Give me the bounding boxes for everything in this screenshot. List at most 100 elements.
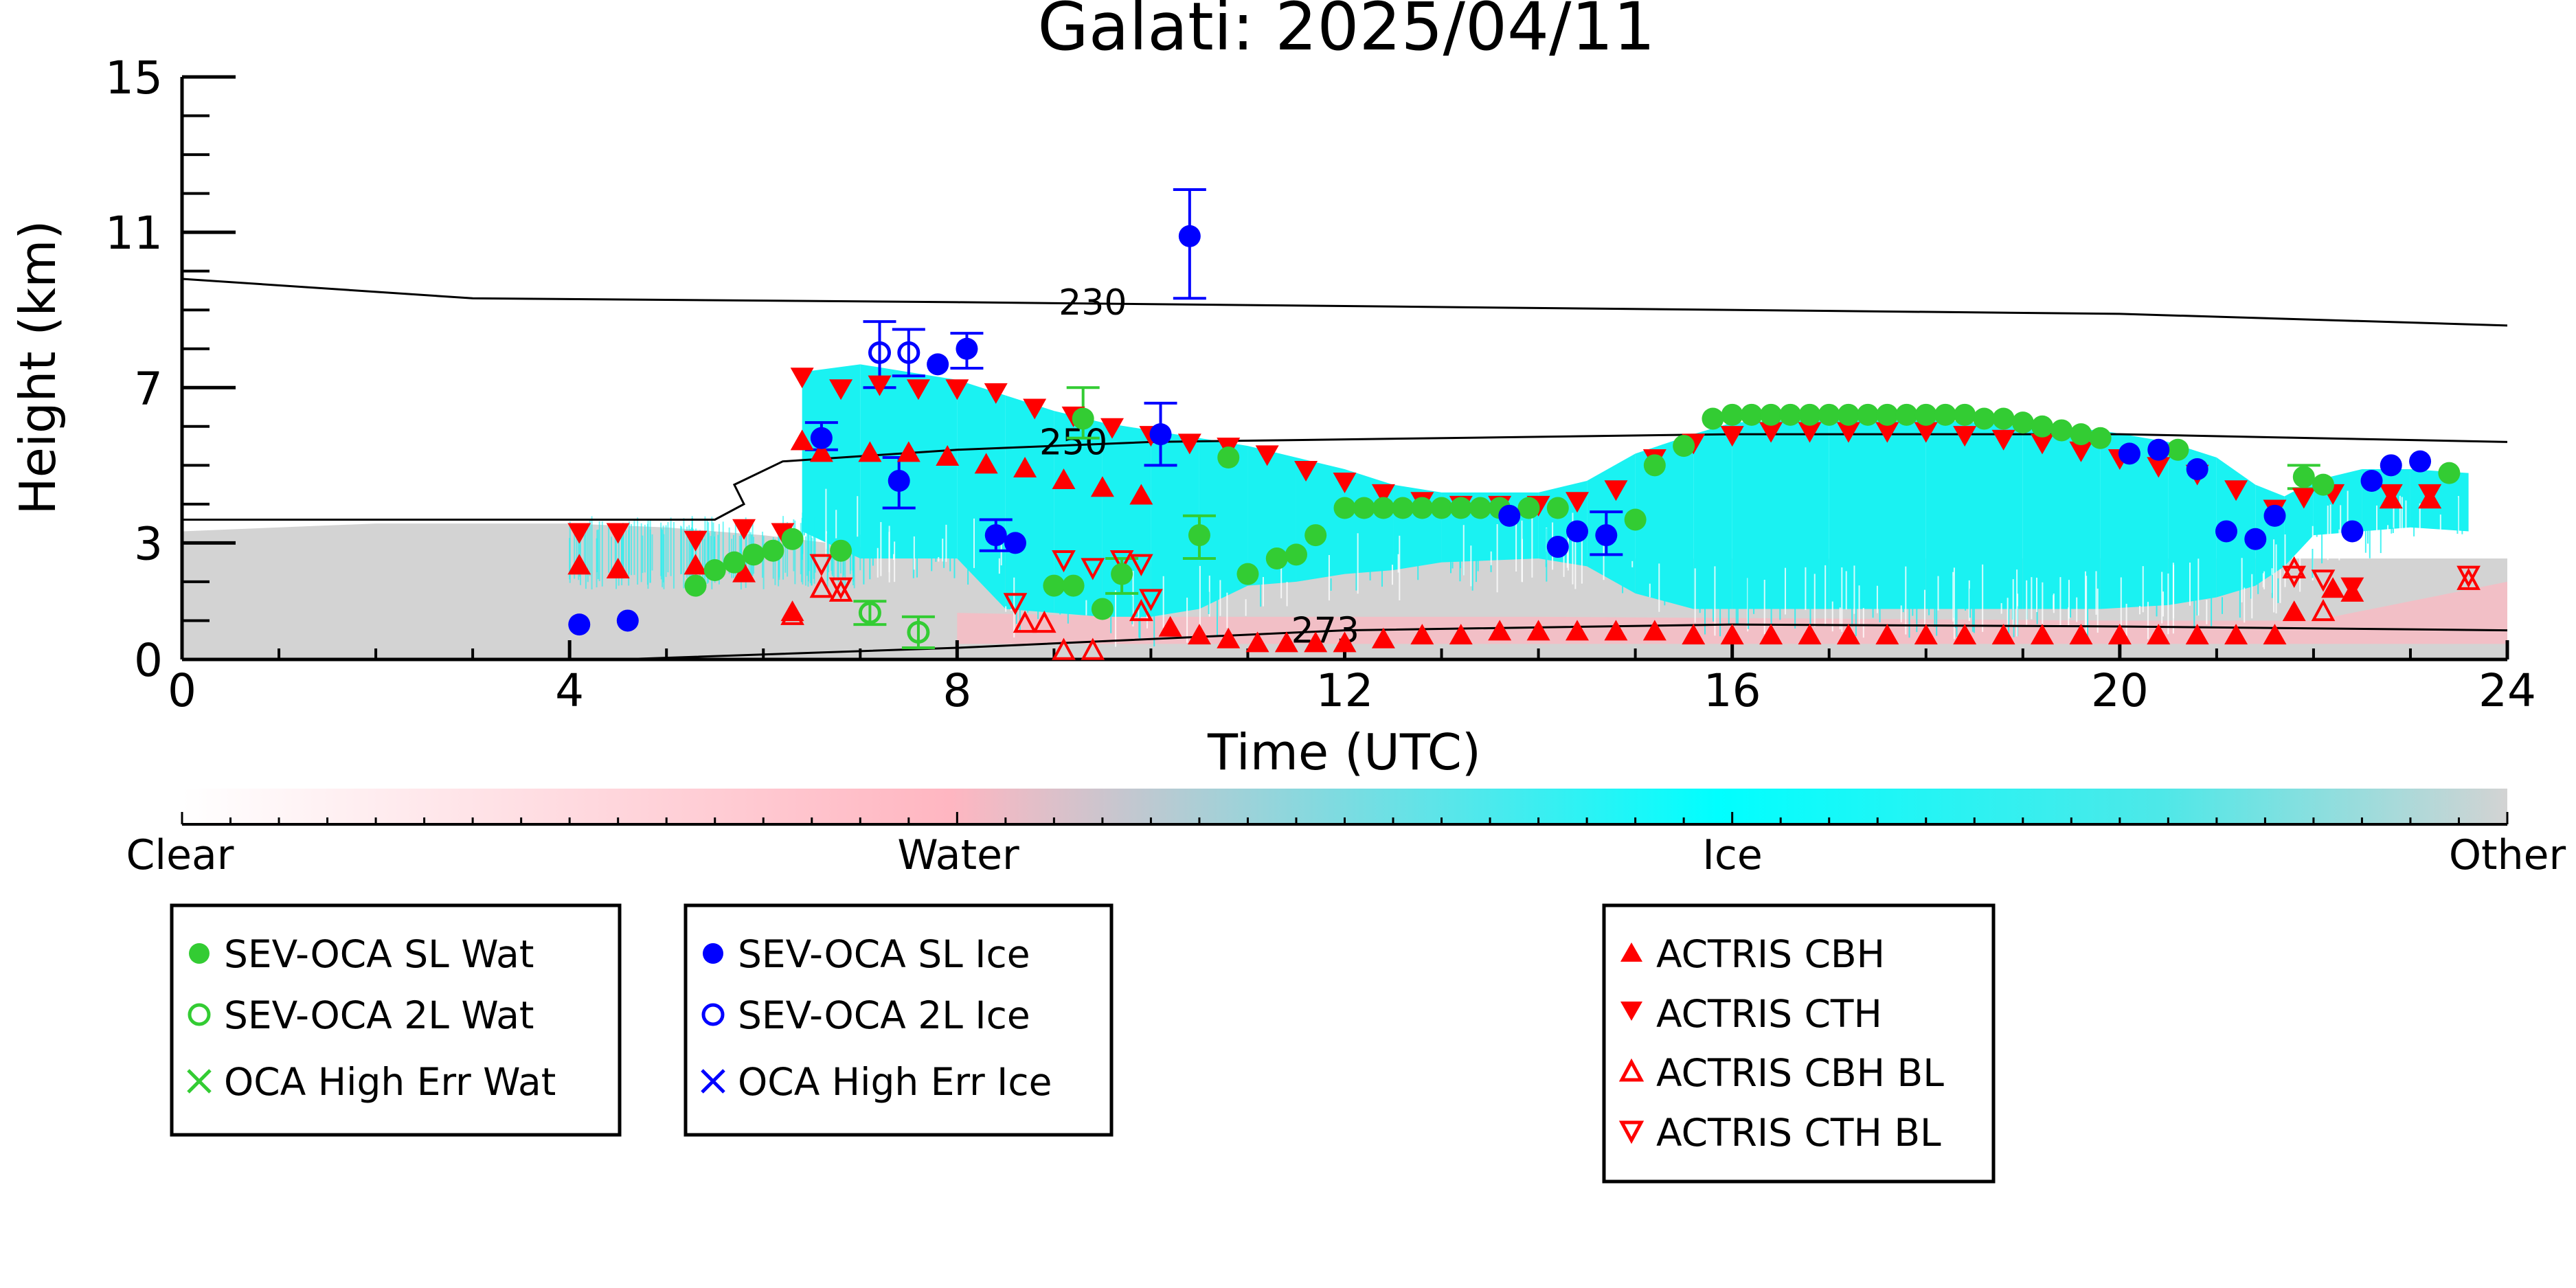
ice-cloud-segment [2100,430,2169,609]
chart-title: Galati: 2025/04/11 [1037,0,1655,65]
sev-oca-sl-wat-point [2438,462,2461,484]
actris-cth-point [1720,426,1744,447]
x-tick-label: 8 [942,664,971,717]
actris-cth-point [984,383,1008,404]
actris-cth-bl-point [1129,554,1153,576]
actris-cth-point [2069,441,2093,462]
legend-marker-higherr-wat [187,1069,212,1094]
sev-oca-sl-ice-point [956,337,978,360]
actris-cth-point [1875,422,1899,443]
colorbar-label-clear: Clear [126,831,234,879]
sev-oca-sl-ice-point [616,609,639,632]
sev-oca-sl-wat-point [1973,407,1996,430]
sev-oca-sl-ice-point [2186,457,2208,480]
sev-oca-sl-wat-point [1876,403,1899,426]
actris-cbh-point [1187,624,1211,645]
ice-cloud-segment [1829,418,1926,609]
actris-cbh-point [790,429,814,451]
y-tick-label: 3 [134,517,163,570]
ice-cloud-segment [1693,422,1732,609]
sev-oca-sl-wat-point [2011,411,2034,434]
legend-marker-cth [1620,1002,1642,1021]
actris-cth-point [1294,460,1318,482]
ice-cloud-segment [1925,418,2023,609]
sev-oca-sl-wat-point [1818,403,1840,426]
actris-cbh-point [1245,631,1269,653]
sev-oca-sl-wat-point [1857,403,1879,426]
sev-oca-sl-wat-point [1091,598,1114,620]
legend-label-cbh-bl: ACTRIS CBH BL [1656,1051,1944,1095]
actris-cbh-bl-point [1013,610,1037,633]
y-tick-label: 11 [105,207,163,260]
x-tick-label: 20 [2091,664,2149,717]
actris-cbh-point [1488,620,1512,641]
sev-oca-sl-wat-point [1760,403,1783,426]
sev-oca-2l-wat-point [907,620,930,644]
actris-cbh-point [1566,620,1589,641]
sev-oca-sl-wat-point [1392,497,1414,519]
ice-cloud-segment [1151,430,1199,617]
x-tick-label: 12 [1316,664,1374,717]
x-tick-label: 24 [2478,664,2536,717]
actris-cth-point [1953,426,1977,447]
legend-label-higherr-ice: OCA High Err Ice [738,1060,1052,1104]
actris-cth-point [1991,429,2015,451]
actris-cth-point [1566,492,1589,513]
actris-cth-point [2147,457,2171,478]
sev-oca-sl-wat-point [830,539,852,562]
sev-oca-sl-wat-point [743,543,765,566]
actris-cbh-point [1798,624,1822,645]
legend-label-2l-ice: SEV-OCA 2L Ice [738,993,1030,1037]
actris-cth-point [2224,480,2248,501]
actris-cbh-point [1217,627,1241,648]
actris-cbh-point [606,557,630,578]
actris-cth-point [567,523,591,544]
ice-cloud-segment [1732,418,1829,609]
sev-oca-sl-ice-point [1178,225,1201,247]
actris-cth-point [790,368,814,389]
contour-label-250: 250 [1039,422,1107,463]
actris-cbh-point [1410,624,1434,645]
sev-oca-2l-wat-point [858,601,881,624]
sev-oca-sl-wat-point [1837,403,1860,426]
sev-oca-sl-wat-point [1430,497,1453,519]
sev-oca-sl-wat-point [1285,543,1307,566]
actris-cbh-point [1526,620,1550,641]
sev-oca-sl-wat-point [1411,497,1434,519]
actris-cbh-point [1129,484,1153,505]
actris-cbh-bl-point [2456,567,2481,590]
sev-oca-sl-ice-point [2360,469,2383,492]
sev-oca-sl-wat-point [781,528,804,550]
ice-cloud-segment [2168,442,2217,605]
sev-oca-sl-ice-point [568,613,591,636]
y-axis-label: Height (km) [9,221,67,515]
colorbar-label-ice: Ice [1702,831,1763,879]
sev-oca-sl-ice-point [2118,442,2140,465]
actris-cth-point [1836,422,1860,443]
sev-oca-sl-wat-point [1992,407,2015,430]
sev-oca-sl-ice-point [927,353,949,376]
data-marks [567,188,2481,660]
actris-cbh-point [1090,476,1114,497]
sev-oca-sl-wat-point [1304,524,1327,547]
actris-cth-bl-point [2311,569,2336,592]
legend-marker-2l-wat [188,1003,211,1026]
actris-cbh-bl-point [2311,598,2336,622]
contour-label-230: 230 [1059,282,1127,324]
sev-oca-sl-wat-point [1333,497,1356,519]
legend-label-cth-bl: ACTRIS CTH BL [1656,1111,1941,1155]
actris-cbh-point [2263,624,2287,645]
actris-cbh-point [1158,615,1182,637]
actris-cth-point [1914,422,1938,443]
sev-oca-sl-ice-point [1004,532,1026,554]
sev-oca-sl-wat-point [1895,403,1918,426]
actris-cth-point [732,519,756,540]
sev-oca-sl-wat-point [1779,403,1802,426]
sev-oca-sl-wat-point [1643,454,1666,477]
actris-cth-point [2292,488,2316,509]
legend-ice: SEV-OCA SL Ice SEV-OCA 2L Ice OCA High E… [683,903,1114,1137]
ice-cloud-segment [1005,395,1054,613]
sev-oca-sl-ice-point [1149,423,1172,446]
actris-cbh-point [2108,624,2132,645]
colorbar-label-other: Other [2449,831,2566,879]
